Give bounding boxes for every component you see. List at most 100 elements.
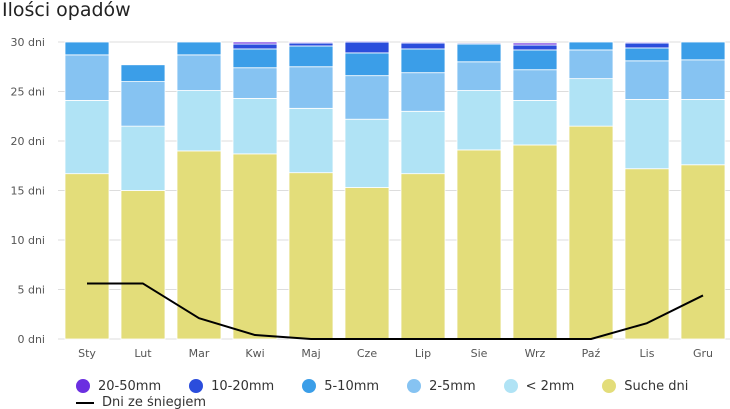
- bar-segment: [64, 41, 110, 56]
- x-tick-label: Wrz: [525, 347, 546, 360]
- bar-segment: [512, 44, 558, 51]
- stacked-bars: [64, 40, 726, 340]
- bar-segment: [456, 43, 502, 63]
- y-tick-label: 30 dni: [10, 36, 45, 49]
- bar-segment: [512, 42, 558, 46]
- x-tick-label: Lut: [134, 347, 152, 360]
- y-tick-label: 10 dni: [10, 234, 45, 247]
- bar-segment: [400, 72, 446, 112]
- bar-segment: [680, 59, 726, 100]
- legend-item[interactable]: Suche dni: [602, 379, 688, 394]
- legend-label: 20-50mm: [98, 378, 162, 394]
- y-tick-label: 5 dni: [17, 284, 45, 297]
- x-tick-label: Mar: [189, 347, 210, 360]
- bar-segment: [680, 164, 726, 340]
- bar-segment: [624, 60, 670, 100]
- legend-row-bars: 20-50mm 10-20mm 5-10mm 2-5mm < 2mm Suche dni: [76, 376, 726, 396]
- legend-dot-icon: [189, 379, 204, 393]
- legend-item[interactable]: 5-10mm: [302, 379, 379, 394]
- precipitation-chart: 0 dni 5 dni 10 dni 15 dni 20 dni 25 dni 30 dni…: [10, 36, 730, 360]
- legend-dot-icon: [503, 379, 518, 393]
- bar-segment: [400, 48, 446, 74]
- legend-item-snow-days[interactable]: Dni ze śniegiem: [76, 396, 206, 409]
- bar-segment: [288, 66, 334, 109]
- bar-segment: [64, 173, 110, 340]
- legend-item[interactable]: 20-50mm: [76, 379, 161, 394]
- x-tick-label: Sty: [78, 347, 96, 360]
- y-tick-label: 25 dni: [10, 86, 45, 99]
- bar-segment: [288, 41, 334, 44]
- bar-segment: [624, 168, 670, 340]
- legend-label: 2-5mm: [429, 378, 476, 394]
- bar-segment: [288, 42, 334, 47]
- x-tick-label: Maj: [301, 347, 320, 360]
- bar-segment: [344, 52, 390, 77]
- bar-segment: [624, 42, 670, 49]
- bar-segment: [512, 100, 558, 146]
- bar-segment: [120, 81, 166, 127]
- bar-segment: [176, 90, 222, 152]
- legend-label: 10-20mm: [211, 378, 275, 394]
- bar-segment: [624, 41, 670, 44]
- bar-segment: [344, 75, 390, 120]
- bar-segment: [232, 48, 278, 69]
- x-tick-label: Gru: [693, 347, 713, 360]
- bar-segment: [232, 98, 278, 155]
- bar-segment: [232, 153, 278, 340]
- snow-days-series-line: [87, 282, 704, 340]
- bar-segment: [568, 41, 614, 51]
- bar-segment: [232, 41, 278, 45]
- bar-segment: [512, 49, 558, 71]
- bar-segment: [176, 41, 222, 56]
- bar-segment: [400, 110, 446, 175]
- x-tick-label: Cze: [357, 347, 377, 360]
- bar-segment: [288, 45, 334, 68]
- y-tick-label: 0 dni: [17, 333, 45, 346]
- bar-segment: [344, 187, 390, 340]
- x-tick-label: Lip: [415, 347, 431, 360]
- x-axis-ticks: Sty Lut Mar Kwi Maj Cze Lip Sie Wrz Paź Lis Gru: [78, 347, 713, 360]
- bar-segment: [568, 78, 614, 127]
- bar-segment: [400, 173, 446, 340]
- legend-dot-icon: [76, 379, 90, 393]
- legend-label: Suche dni: [624, 378, 689, 394]
- legend-item[interactable]: 10-20mm: [189, 379, 274, 394]
- bar-segment: [680, 41, 726, 61]
- bar-segment: [512, 144, 558, 340]
- y-tick-label: 20 dni: [10, 135, 45, 148]
- bar-segment: [512, 69, 558, 101]
- bar-segment: [400, 42, 446, 50]
- legend-row-line: Dni ze śniegiem: [76, 396, 726, 409]
- bar-segment: [64, 100, 110, 175]
- bar-segment: [456, 42, 502, 45]
- y-tick-label: 15 dni: [10, 185, 45, 198]
- x-tick-label: Lis: [640, 347, 655, 360]
- bar-segment: [232, 43, 278, 50]
- x-tick-label: Sie: [471, 347, 488, 360]
- bar-segment: [120, 64, 166, 82]
- y-axis-ticks: 0 dni 5 dni 10 dni 15 dni 20 dni 25 dni 30 dni: [10, 36, 45, 346]
- bar-segment: [288, 172, 334, 340]
- bar-segment: [176, 54, 222, 91]
- bar-segment: [120, 125, 166, 191]
- legend-dot-icon: [602, 379, 617, 393]
- line-swatch-icon: [76, 401, 94, 404]
- legend-label: 5-10mm: [324, 378, 380, 394]
- bar-segment: [344, 41, 390, 54]
- bar-segment: [120, 190, 166, 340]
- legend-item[interactable]: 2-5mm: [407, 379, 476, 394]
- bar-segment: [568, 49, 614, 80]
- legend-label: < 2mm: [525, 378, 575, 394]
- x-tick-label: Kwi: [245, 347, 264, 360]
- bar-segment: [624, 99, 670, 170]
- bar-segment: [64, 54, 110, 101]
- bar-segment: [344, 40, 390, 43]
- legend-dot-icon: [407, 379, 422, 393]
- bar-segment: [680, 99, 726, 166]
- legend-dot-icon: [302, 379, 317, 393]
- bar-segment: [456, 149, 502, 340]
- x-tick-label: Paź: [582, 347, 601, 360]
- legend-label-snow-days: Dni ze śniegiem: [102, 396, 207, 409]
- snow-days-line: [87, 282, 704, 340]
- legend-item[interactable]: < 2mm: [503, 378, 575, 394]
